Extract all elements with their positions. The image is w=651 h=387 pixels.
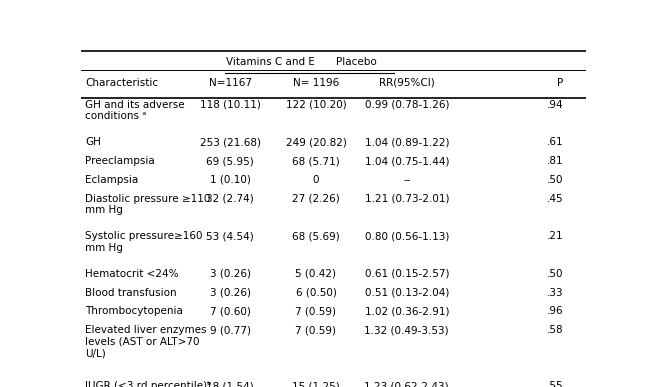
- Text: N= 1196: N= 1196: [293, 78, 339, 88]
- Text: .81: .81: [547, 156, 563, 166]
- Text: --: --: [403, 175, 411, 185]
- Text: GH: GH: [85, 137, 102, 147]
- Text: RR(95%CI): RR(95%CI): [379, 78, 435, 88]
- Text: 7 (0.59): 7 (0.59): [296, 325, 337, 335]
- Text: .50: .50: [547, 269, 563, 279]
- Text: N=1167: N=1167: [209, 78, 252, 88]
- Text: 0: 0: [312, 175, 319, 185]
- Text: 3 (0.26): 3 (0.26): [210, 269, 251, 279]
- Text: .21: .21: [547, 231, 563, 241]
- Text: 3 (0.26): 3 (0.26): [210, 288, 251, 298]
- Text: .96: .96: [547, 306, 563, 316]
- Text: .33: .33: [547, 288, 563, 298]
- Text: 118 (10.11): 118 (10.11): [200, 100, 260, 110]
- Text: 0.80 (0.56-1.13): 0.80 (0.56-1.13): [365, 231, 449, 241]
- Text: 68 (5.71): 68 (5.71): [292, 156, 340, 166]
- Text: 6 (0.50): 6 (0.50): [296, 288, 337, 298]
- Text: 53 (4.54): 53 (4.54): [206, 231, 254, 241]
- Text: 27 (2.26): 27 (2.26): [292, 194, 340, 204]
- Text: 1.21 (0.73-2.01): 1.21 (0.73-2.01): [365, 194, 449, 204]
- Text: 1.32 (0.49-3.53): 1.32 (0.49-3.53): [365, 325, 449, 335]
- Text: 68 (5.69): 68 (5.69): [292, 231, 340, 241]
- Text: 18 (1.54): 18 (1.54): [206, 381, 254, 387]
- Text: 1.04 (0.89-1.22): 1.04 (0.89-1.22): [365, 137, 449, 147]
- Text: 1.04 (0.75-1.44): 1.04 (0.75-1.44): [365, 156, 449, 166]
- Text: .50: .50: [547, 175, 563, 185]
- Text: Elevated liver enzymes
levels (AST or ALT>70
U/L): Elevated liver enzymes levels (AST or AL…: [85, 325, 207, 358]
- Text: 0.61 (0.15-2.57): 0.61 (0.15-2.57): [365, 269, 449, 279]
- Text: 7 (0.60): 7 (0.60): [210, 306, 251, 316]
- Text: 15 (1.25): 15 (1.25): [292, 381, 340, 387]
- Text: Eclampsia: Eclampsia: [85, 175, 139, 185]
- Text: IUGR (<3 rd percentile)ᵇ: IUGR (<3 rd percentile)ᵇ: [85, 381, 212, 387]
- Text: .94: .94: [547, 100, 563, 110]
- Text: 0.99 (0.78-1.26): 0.99 (0.78-1.26): [365, 100, 449, 110]
- Text: Preeclampsia: Preeclampsia: [85, 156, 155, 166]
- Text: Diastolic pressure ≥110
mm Hg: Diastolic pressure ≥110 mm Hg: [85, 194, 211, 215]
- Text: 1.23 (0.62-2.43): 1.23 (0.62-2.43): [365, 381, 449, 387]
- Text: 1.02 (0.36-2.91): 1.02 (0.36-2.91): [365, 306, 449, 316]
- Text: .55: .55: [547, 381, 563, 387]
- Text: Blood transfusion: Blood transfusion: [85, 288, 177, 298]
- Text: 0.51 (0.13-2.04): 0.51 (0.13-2.04): [365, 288, 449, 298]
- Text: 9 (0.77): 9 (0.77): [210, 325, 251, 335]
- Text: Hematocrit <24%: Hematocrit <24%: [85, 269, 179, 279]
- Text: .45: .45: [547, 194, 563, 204]
- Text: 5 (0.42): 5 (0.42): [296, 269, 337, 279]
- Text: Placebo: Placebo: [336, 57, 377, 67]
- Text: Thrombocytopenia: Thrombocytopenia: [85, 306, 184, 316]
- Text: P: P: [557, 78, 563, 88]
- Text: 249 (20.82): 249 (20.82): [286, 137, 346, 147]
- Text: 7 (0.59): 7 (0.59): [296, 306, 337, 316]
- Text: Characteristic: Characteristic: [85, 78, 159, 88]
- Text: GH and its adverse
conditions ᵃ: GH and its adverse conditions ᵃ: [85, 100, 185, 122]
- Text: 32 (2.74): 32 (2.74): [206, 194, 254, 204]
- Text: 1 (0.10): 1 (0.10): [210, 175, 251, 185]
- Text: 253 (21.68): 253 (21.68): [200, 137, 260, 147]
- Text: 69 (5.95): 69 (5.95): [206, 156, 254, 166]
- Text: Systolic pressure≥160
mm Hg: Systolic pressure≥160 mm Hg: [85, 231, 203, 253]
- Text: .61: .61: [547, 137, 563, 147]
- Text: Vitamins C and E: Vitamins C and E: [226, 57, 315, 67]
- Text: 122 (10.20): 122 (10.20): [286, 100, 346, 110]
- Text: .58: .58: [547, 325, 563, 335]
